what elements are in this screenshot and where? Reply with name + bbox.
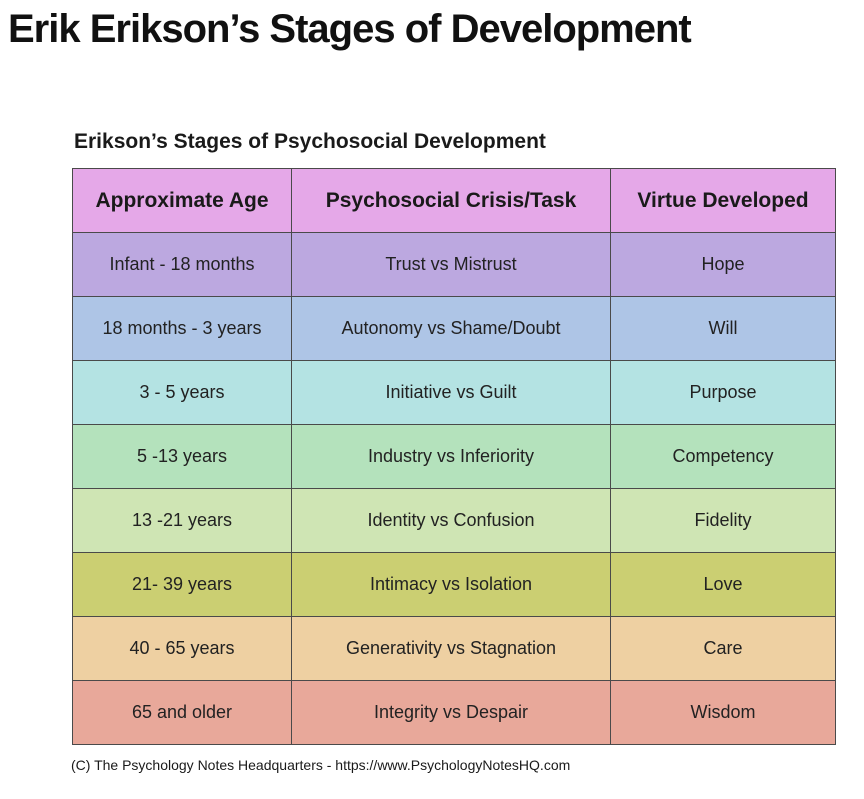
virtue-cell: Will <box>610 296 836 361</box>
crisis-cell: Initiative vs Guilt <box>291 360 611 425</box>
column-header-age: Approximate Age <box>72 168 292 233</box>
crisis-cell: Generativity vs Stagnation <box>291 616 611 681</box>
column-header-crisis: Psychosocial Crisis/Task <box>291 168 611 233</box>
virtue-cell: Competency <box>610 424 836 489</box>
age-cell: Infant - 18 months <box>72 232 292 297</box>
crisis-cell: Integrity vs Despair <box>291 680 611 745</box>
age-cell: 5 -13 years <box>72 424 292 489</box>
age-cell: 65 and older <box>72 680 292 745</box>
crisis-cell: Intimacy vs Isolation <box>291 552 611 617</box>
copyright-credit: (C) The Psychology Notes Headquarters - … <box>71 757 571 773</box>
virtue-cell: Fidelity <box>610 488 836 553</box>
table-row: 3 - 5 years Initiative vs Guilt Purpose <box>72 360 836 425</box>
age-cell: 13 -21 years <box>72 488 292 553</box>
table-row: 40 - 65 years Generativity vs Stagnation… <box>72 616 836 681</box>
table-row: 18 months - 3 years Autonomy vs Shame/Do… <box>72 296 836 361</box>
virtue-cell: Purpose <box>610 360 836 425</box>
virtue-cell: Love <box>610 552 836 617</box>
column-header-virtue: Virtue Developed <box>610 168 836 233</box>
table-row: Infant - 18 months Trust vs Mistrust Hop… <box>72 232 836 297</box>
virtue-cell: Wisdom <box>610 680 836 745</box>
age-cell: 18 months - 3 years <box>72 296 292 361</box>
age-cell: 3 - 5 years <box>72 360 292 425</box>
page-title: Erik Erikson’s Stages of Development <box>8 7 692 51</box>
table-row: 5 -13 years Industry vs Inferiority Comp… <box>72 424 836 489</box>
age-cell: 21- 39 years <box>72 552 292 617</box>
table-row: 65 and older Integrity vs Despair Wisdom <box>72 680 836 745</box>
crisis-cell: Industry vs Inferiority <box>291 424 611 489</box>
stages-table: Approximate Age Psychosocial Crisis/Task… <box>72 168 836 745</box>
crisis-cell: Trust vs Mistrust <box>291 232 611 297</box>
crisis-cell: Autonomy vs Shame/Doubt <box>291 296 611 361</box>
crisis-cell: Identity vs Confusion <box>291 488 611 553</box>
virtue-cell: Care <box>610 616 836 681</box>
table-row: 13 -21 years Identity vs Confusion Fidel… <box>72 488 836 553</box>
table-title: Erikson’s Stages of Psychosocial Develop… <box>74 130 546 153</box>
header-row: Approximate Age Psychosocial Crisis/Task… <box>72 168 836 233</box>
table-row: 21- 39 years Intimacy vs Isolation Love <box>72 552 836 617</box>
age-cell: 40 - 65 years <box>72 616 292 681</box>
virtue-cell: Hope <box>610 232 836 297</box>
